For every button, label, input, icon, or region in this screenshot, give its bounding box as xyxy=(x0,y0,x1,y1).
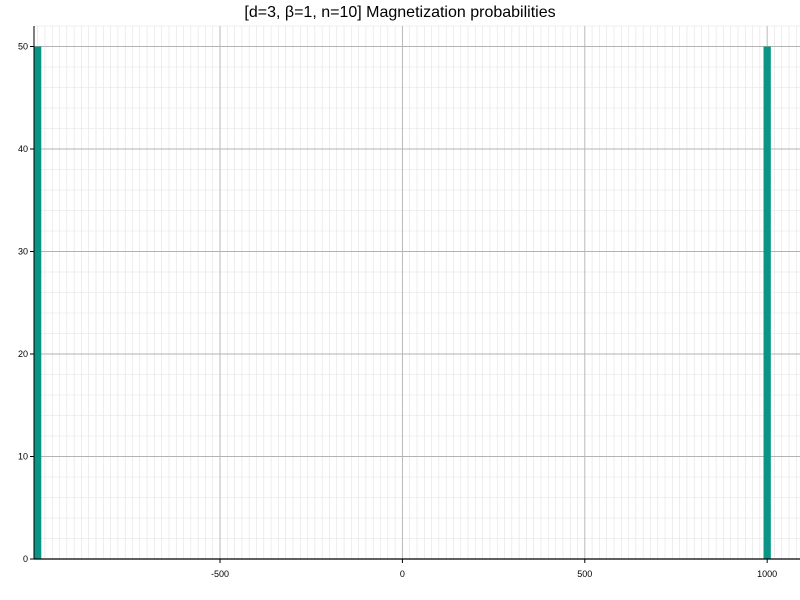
y-tick-label: 10 xyxy=(18,452,28,462)
tick-labels: -500 0 500 1000 0 10 20 30 40 50 xyxy=(18,42,777,580)
axes xyxy=(30,26,800,563)
chart-title: [d=3, β=1, n=10] Magnetization probabili… xyxy=(244,4,556,21)
y-tick-label: 20 xyxy=(18,349,28,359)
y-tick-label: 50 xyxy=(18,42,28,52)
x-tick-label: 500 xyxy=(577,569,592,579)
bar xyxy=(34,46,42,559)
y-tick-label: 30 xyxy=(18,247,28,257)
x-tick-label: -500 xyxy=(211,569,229,579)
y-tick-label: 40 xyxy=(18,144,28,154)
x-tick-label: 0 xyxy=(400,569,405,579)
x-tick-label: 1000 xyxy=(757,569,777,579)
bar xyxy=(763,46,771,559)
y-tick-label: 0 xyxy=(23,554,28,564)
minor-grid xyxy=(34,25,800,560)
bars xyxy=(34,46,771,559)
